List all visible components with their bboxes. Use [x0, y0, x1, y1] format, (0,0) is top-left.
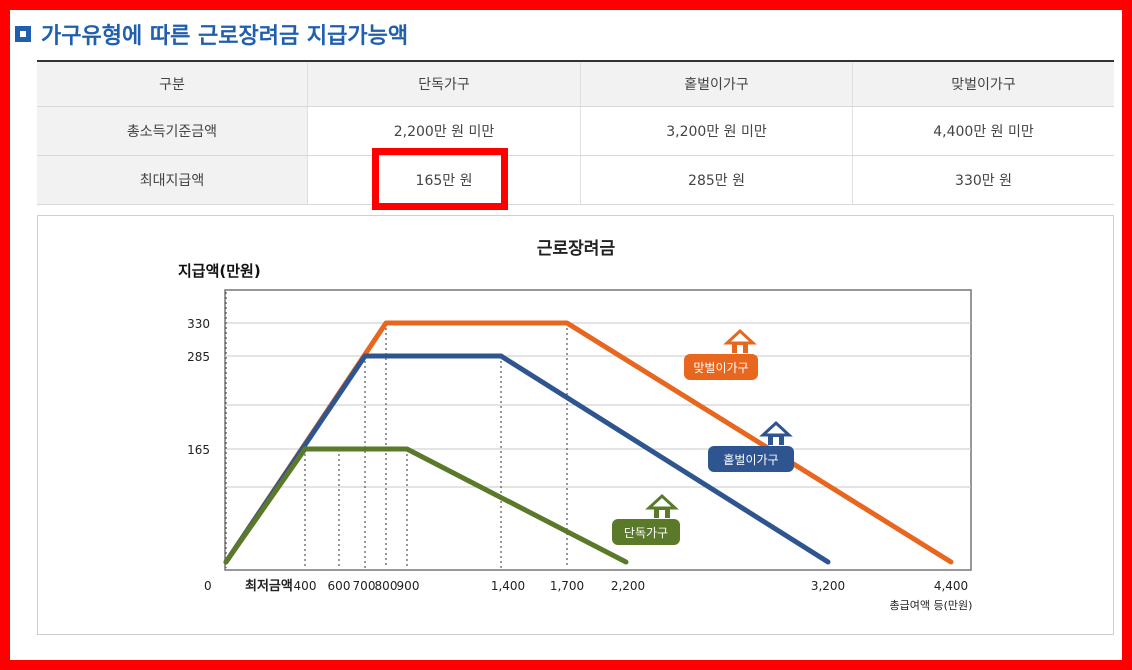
house-icon [759, 420, 793, 445]
header-single: 단독가구 [307, 60, 581, 107]
cell-income-dual: 4,400만 원 미만 [852, 106, 1114, 156]
x-tick-label: 800 [375, 579, 398, 593]
x-tick-label: 3,200 [811, 579, 845, 593]
cell-max-single-earner: 285만 원 [580, 155, 853, 205]
badge-label: 홑벌이가구 [723, 453, 778, 467]
table-row: 최대지급액 165만 원 285만 원 330만 원 [37, 155, 1114, 205]
header-single-earner: 홑벌이가구 [580, 60, 853, 107]
table-row: 총소득기준금액 2,200만 원 미만 3,200만 원 미만 4,400만 원… [37, 106, 1114, 156]
cell-max-dual: 330만 원 [852, 155, 1114, 205]
table-header-row: 구분 단독가구 홑벌이가구 맞벌이가구 [37, 60, 1114, 107]
cell-income-single-earner: 3,200만 원 미만 [580, 106, 853, 156]
x-tick-label: 600 [328, 579, 351, 593]
x-tick-label: 1,700 [550, 579, 584, 593]
tick-labels: 330 285 165 0 최저금액 400 600 700 800 900 1,400 1,700 2… [187, 317, 968, 594]
benefit-chart: 근로장려금 지급액(만원) 330 285 165 0 최저금액 400 600 700 800… [178, 239, 973, 612]
series-line [223, 446, 629, 565]
x-tick-label: 0 [204, 579, 212, 593]
series-lines [223, 320, 954, 565]
y-tick-label: 330 [187, 317, 210, 331]
x-axis-label: 총급여액 등(만원) [890, 599, 973, 612]
house-icon [645, 493, 679, 518]
badge-label: 단독가구 [624, 526, 668, 540]
cell-max-single: 165만 원 [307, 155, 581, 205]
legend-badge: 홑벌이가구 [708, 420, 794, 472]
legend-badge: 단독가구 [612, 493, 680, 545]
header-category: 구분 [37, 60, 308, 107]
badge-background [708, 446, 794, 472]
benefit-table: 구분 단독가구 홑벌이가구 맞벌이가구 총소득기준금액 2,200만 원 미만 … [37, 60, 1114, 205]
x-tick-label: 1,400 [491, 579, 525, 593]
row-label-max: 최대지급액 [37, 155, 308, 205]
square-bullet-icon [15, 26, 31, 42]
legend-badge: 맞벌이가구 [684, 328, 758, 380]
x-tick-label: 2,200 [611, 579, 645, 593]
y-tick-label: 165 [187, 443, 210, 457]
x-tick-label: 900 [397, 579, 420, 593]
chart-title: 근로장려금 [537, 239, 616, 259]
cell-income-single: 2,200만 원 미만 [307, 106, 581, 156]
chart-panel: 근로장려금 지급액(만원) 330 285 165 0 최저금액 400 600 700 800… [37, 215, 1114, 635]
house-icon [723, 328, 757, 353]
header-dual-earner: 맞벌이가구 [852, 60, 1114, 107]
guide-lines [225, 292, 568, 568]
x-tick-label: 최저금액 [245, 579, 293, 594]
x-tick-label: 4,400 [934, 579, 968, 593]
row-label-income: 총소득기준금액 [37, 106, 308, 156]
x-tick-label: 400 [294, 579, 317, 593]
plot-area [224, 289, 972, 571]
x-tick-label: 700 [353, 579, 376, 593]
highlight-box [372, 148, 508, 210]
badge-label: 맞벌이가구 [693, 361, 748, 375]
y-axis-label: 지급액(만원) [178, 262, 261, 280]
section-title: 가구유형에 따른 근로장려금 지급가능액 [41, 24, 409, 49]
badge-background [612, 519, 680, 545]
badge-background [684, 354, 758, 380]
section-header: 가구유형에 따른 근로장려금 지급가능액 [15, 20, 409, 49]
y-tick-label: 285 [187, 350, 210, 364]
